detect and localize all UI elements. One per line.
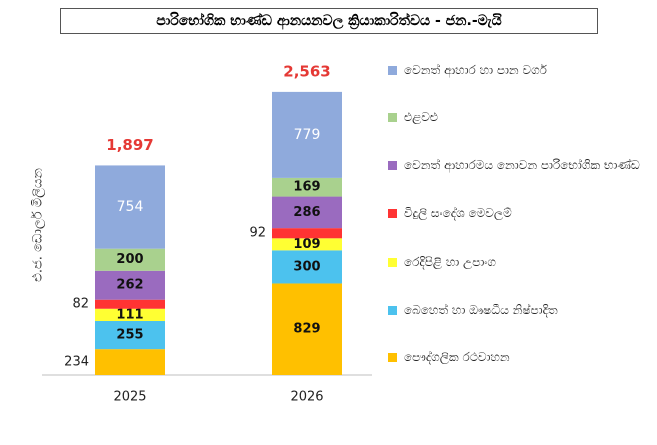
data-label: 829: [293, 322, 320, 337]
data-label: 200: [116, 252, 143, 267]
bar-segment: [272, 250, 342, 284]
bar-segment: [272, 238, 342, 251]
legend-label: විදුලි සංදේශ මෙවලම්: [404, 206, 512, 220]
legend-swatch: [388, 66, 397, 75]
legend-label: පෞද්ගලික රථවාහන: [404, 350, 510, 364]
legend-item: පෞද්ගලික රථවාහන: [388, 349, 650, 366]
legend-item: විදුලි සංදේශ මෙවලම්: [388, 205, 650, 222]
data-label: 300: [293, 259, 320, 274]
chart-title: පාරිභෝගික භාණ්ඩ ආනයනවල ක්‍රියාකාරිත්වය -…: [60, 8, 598, 34]
data-label: 779: [294, 127, 321, 143]
legend-label: එළවළු: [404, 110, 439, 124]
legend-label: රෙදිපිළි හා උපාංග: [404, 255, 496, 269]
bar-segment: [272, 283, 342, 375]
legend-label: වෙනත් ආහාරමය නොවන පාරිභෝගික භාණ්ඩ: [404, 158, 640, 172]
data-label: 111: [116, 307, 143, 322]
total-label: 2,563: [283, 63, 330, 81]
legend-swatch: [388, 258, 397, 267]
legend-item: වෙනත් ආහාර හා පාන වර්ග: [388, 62, 650, 79]
bar-segment: [95, 349, 165, 375]
legend-swatch: [388, 113, 397, 122]
bar-segment: [95, 308, 165, 322]
data-label: 92: [249, 226, 266, 241]
bar-segment: [272, 196, 342, 229]
x-tick-label: 2025: [113, 390, 146, 405]
data-label: 262: [116, 278, 143, 293]
legend-item: බෙහෙත් හා ඖෂධීය නිෂ්පාදිත: [388, 302, 650, 319]
legend-swatch: [388, 353, 397, 362]
data-label: 234: [64, 355, 89, 370]
bar-segment: [95, 321, 165, 350]
legend-label: වෙනත් ආහාර හා පාන වර්ග: [404, 63, 547, 77]
legend-item: වෙනත් ආහාරමය නොවන පාරිභෝගික භාණ්ඩ: [388, 157, 650, 174]
data-label: 169: [293, 180, 320, 195]
bar-segment: [272, 91, 342, 178]
y-axis-label: එ.ජ. ඩොලර් මිලියන: [30, 168, 46, 282]
data-label: 255: [116, 328, 143, 343]
data-label: 109: [293, 237, 320, 252]
legend-swatch: [388, 209, 397, 218]
bar-segment: [272, 177, 342, 197]
data-label: 286: [293, 205, 320, 220]
bar-segment: [95, 248, 165, 271]
legend-swatch: [388, 161, 397, 170]
legend-label: බෙහෙත් හා ඖෂධීය නිෂ්පාදිත: [404, 303, 558, 317]
total-label: 1,897: [106, 136, 153, 154]
bar-segment: [272, 228, 342, 239]
bar-segment: [95, 270, 165, 300]
bar-segment: [95, 299, 165, 309]
data-label: 754: [117, 199, 144, 215]
legend-item: එළවළු: [388, 109, 650, 126]
x-tick-label: 2026: [290, 390, 323, 405]
data-label: 82: [72, 297, 89, 312]
bar-segment: [95, 165, 165, 249]
legend-item: රෙදිපිළි හා උපාංග: [388, 254, 650, 271]
legend-swatch: [388, 306, 397, 315]
